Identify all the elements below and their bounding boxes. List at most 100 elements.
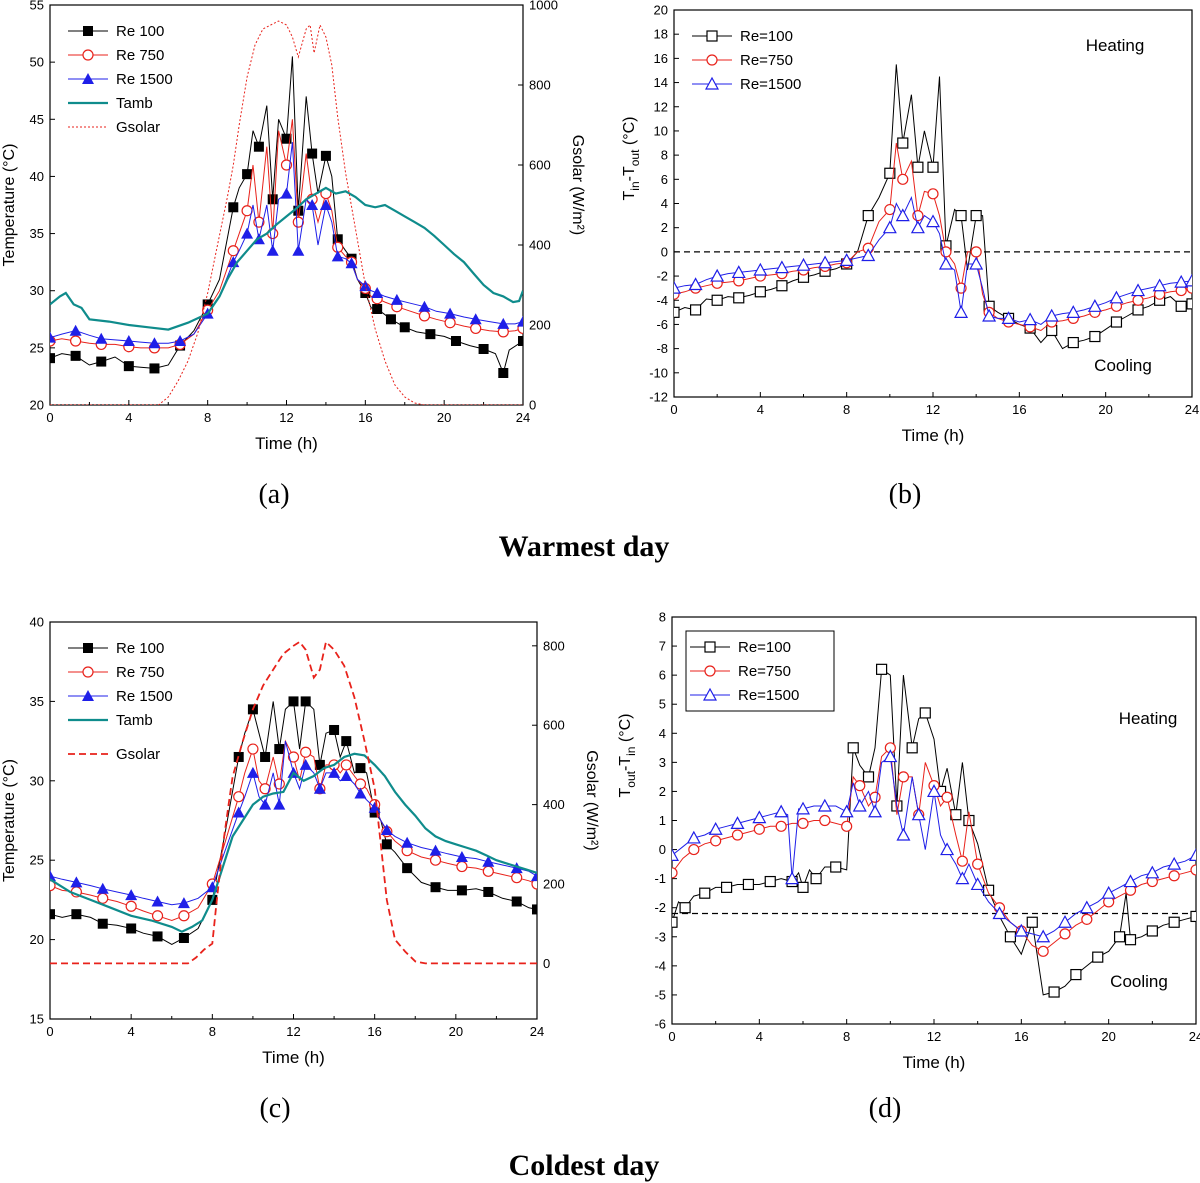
data-point bbox=[314, 759, 325, 770]
y-axis-label: Tout-Tin (°C) bbox=[617, 714, 638, 798]
data-point bbox=[912, 161, 924, 173]
x-tick-label: 4 bbox=[757, 402, 764, 417]
data-point bbox=[70, 876, 83, 888]
data-point bbox=[227, 245, 239, 257]
data-point bbox=[300, 696, 311, 707]
data-point bbox=[97, 918, 108, 929]
y2-tick-label: 600 bbox=[543, 718, 565, 733]
x-tick-label: 4 bbox=[125, 410, 132, 425]
x-tick-label: 8 bbox=[209, 1024, 216, 1039]
y-tick-label: 30 bbox=[30, 283, 44, 298]
data-point bbox=[1184, 273, 1192, 287]
data-point bbox=[444, 317, 456, 329]
data-point bbox=[70, 350, 81, 361]
x-tick-label: 16 bbox=[1014, 1029, 1028, 1044]
data-point bbox=[775, 820, 787, 832]
data-point bbox=[1089, 330, 1101, 343]
data-point bbox=[71, 909, 82, 920]
legend-label: Re 750 bbox=[116, 664, 164, 681]
y-tick-label: -5 bbox=[654, 987, 666, 1002]
y-tick-label: 2 bbox=[661, 220, 668, 235]
data-point bbox=[390, 293, 403, 305]
data-point bbox=[911, 807, 926, 821]
data-point bbox=[854, 780, 866, 792]
y-tick-label: 8 bbox=[661, 148, 668, 163]
data-point bbox=[151, 895, 164, 907]
y-axis-label: Temperature (°C) bbox=[1, 144, 18, 267]
section-title-coldest: Coldest day bbox=[509, 1149, 660, 1182]
data-point bbox=[699, 887, 711, 899]
data-point bbox=[246, 766, 259, 778]
y-tick-label: 5 bbox=[659, 697, 666, 712]
data-point bbox=[444, 307, 457, 319]
data-point bbox=[478, 344, 489, 354]
data-point bbox=[972, 858, 984, 870]
data-point bbox=[418, 300, 431, 312]
data-point bbox=[1014, 923, 1029, 937]
series-tamb bbox=[50, 186, 523, 331]
data-point bbox=[868, 804, 883, 818]
data-point bbox=[711, 294, 723, 306]
data-point bbox=[273, 798, 286, 810]
data-point bbox=[328, 766, 341, 778]
data-point bbox=[151, 910, 164, 922]
data-point bbox=[1132, 294, 1144, 306]
series-re-1500 bbox=[672, 749, 1196, 943]
data-point bbox=[1057, 914, 1073, 928]
y-tick-label: 18 bbox=[654, 27, 668, 42]
data-point bbox=[785, 871, 800, 885]
data-point bbox=[963, 814, 975, 827]
data-point bbox=[469, 313, 482, 325]
y2-tick-label: 200 bbox=[543, 877, 565, 892]
legend-label: Re=100 bbox=[738, 639, 791, 656]
data-point bbox=[906, 742, 918, 754]
data-point bbox=[839, 804, 854, 818]
data-point bbox=[259, 783, 271, 795]
data-point bbox=[1190, 910, 1196, 923]
series-gsolar bbox=[50, 20, 523, 405]
data-point bbox=[1067, 336, 1079, 349]
data-point bbox=[852, 798, 867, 812]
data-point bbox=[532, 904, 537, 915]
y-tick-label: -1 bbox=[654, 871, 666, 886]
data-point bbox=[450, 336, 461, 346]
series-re-100 bbox=[672, 663, 1196, 998]
data-point bbox=[470, 322, 482, 335]
data-point bbox=[841, 820, 853, 832]
data-point bbox=[430, 882, 441, 893]
x-tick-label: 8 bbox=[843, 402, 850, 417]
data-point bbox=[341, 736, 352, 747]
y-tick-label: 15 bbox=[30, 1012, 44, 1027]
y-tick-label: -6 bbox=[656, 317, 668, 332]
data-point bbox=[123, 361, 134, 372]
data-point bbox=[381, 839, 392, 850]
data-point bbox=[126, 923, 137, 934]
y2-tick-label: 1000 bbox=[529, 0, 558, 13]
y2-tick-label: 400 bbox=[543, 797, 565, 812]
x-tick-label: 16 bbox=[367, 1024, 381, 1039]
y2-tick-label: 800 bbox=[543, 638, 565, 653]
y-tick-label: 3 bbox=[659, 755, 666, 770]
x-axis-label: Time (h) bbox=[255, 434, 318, 453]
data-point bbox=[754, 286, 766, 298]
data-point bbox=[320, 150, 331, 161]
data-point bbox=[969, 256, 984, 270]
x-tick-label: 16 bbox=[358, 410, 372, 425]
y-tick-label: -8 bbox=[656, 341, 668, 356]
series-line bbox=[50, 640, 537, 965]
data-point bbox=[50, 880, 56, 892]
data-point bbox=[839, 253, 854, 266]
chart-panel-a: 0 4 8 12 16 20 24 20 25 30 35 40 45 50 55 0 200 400 600 800… bbox=[1, 0, 586, 453]
legend-marker bbox=[82, 666, 94, 678]
data-point bbox=[50, 353, 55, 364]
data-point bbox=[817, 798, 832, 812]
legend-label: Re 750 bbox=[116, 47, 164, 64]
y2-tick-label: 400 bbox=[529, 238, 551, 253]
data-point bbox=[313, 782, 326, 794]
legend-marker bbox=[82, 690, 94, 701]
y-tick-label: 12 bbox=[654, 99, 668, 114]
legend-marker bbox=[82, 49, 94, 61]
data-point bbox=[970, 877, 985, 891]
